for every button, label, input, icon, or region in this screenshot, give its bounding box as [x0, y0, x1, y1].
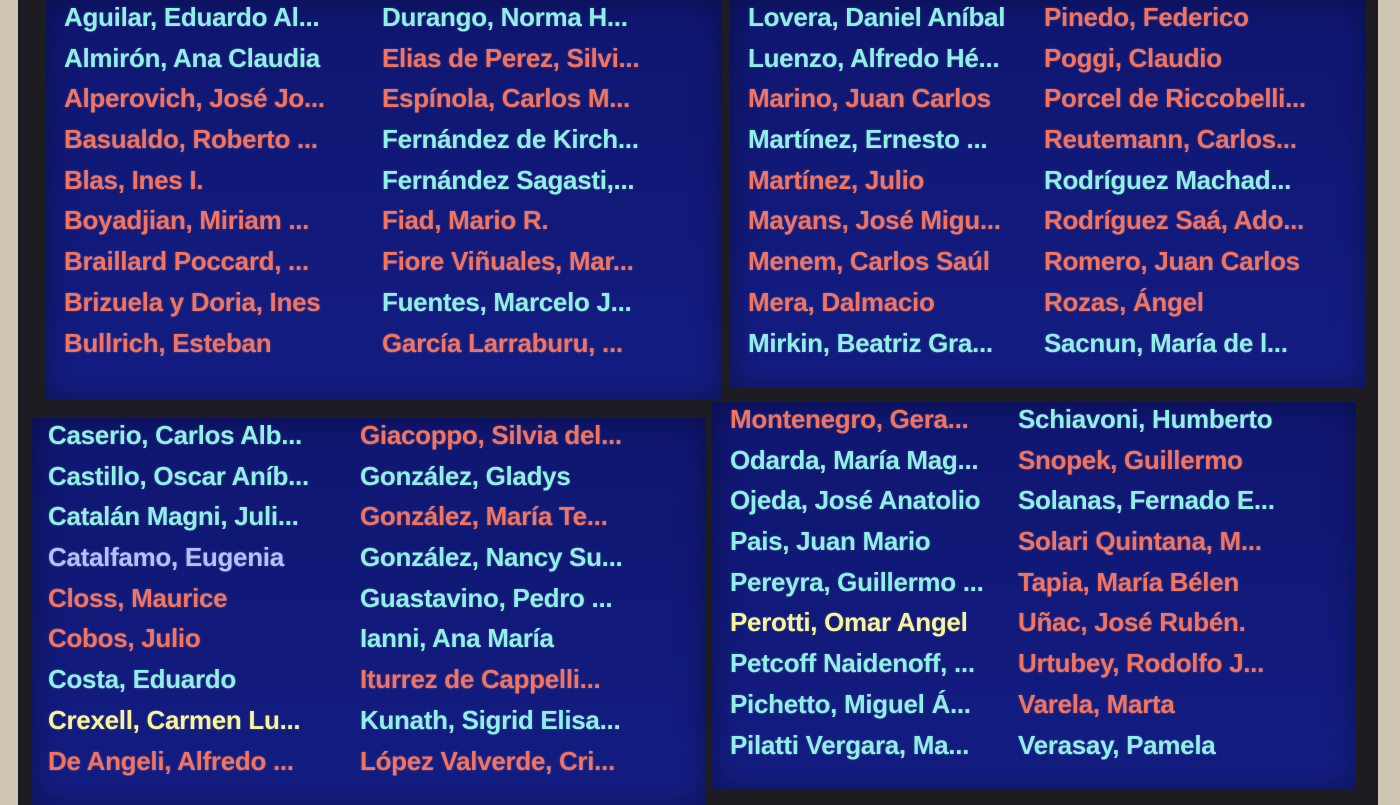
senator-name: Mirkin, Beatriz Gra...: [748, 327, 993, 358]
senator-name: Mera, Dalmacio: [748, 286, 935, 317]
senator-name: Basualdo, Roberto ...: [64, 124, 318, 155]
senator-name: Urtubey, Rodolfo J...: [1018, 648, 1264, 679]
screen-panel: Montenegro, Gera... Odarda, María Mag... O…: [712, 402, 1356, 790]
senator-name: Odarda, María Mag...: [730, 444, 979, 475]
senator-name: Fernández de Kirch...: [382, 124, 639, 155]
senator-name: De Angeli, Alfredo ...: [48, 745, 294, 776]
screen-panel: Aguilar, Eduardo Al... Almirón, Ana Claud…: [46, 0, 722, 400]
senator-name: Iturrez de Cappelli...: [360, 664, 601, 695]
senator-name: Marino, Juan Carlos: [748, 83, 991, 114]
senator-name: Catalfamo, Eugenia: [48, 542, 284, 573]
senator-name: Alperovich, José Jo...: [64, 83, 325, 114]
senator-name: Aguilar, Eduardo Al...: [64, 2, 320, 32]
senator-name: Bullrich, Esteban: [64, 327, 272, 358]
senator-name: Romero, Juan Carlos: [1044, 246, 1300, 277]
screen-panel: Caserio, Carlos Alb... Castillo, Oscar An…: [32, 418, 706, 805]
senator-name: Closs, Maurice: [48, 582, 228, 613]
senator-name: Costa, Eduardo: [48, 664, 236, 695]
senator-name: Verasay, Pamela: [1018, 729, 1216, 760]
senator-name: Almirón, Ana Claudia: [64, 42, 320, 73]
name-column: Aguilar, Eduardo Al... Almirón, Ana Claud…: [64, 0, 325, 363]
senator-name: Montenegro, Gera...: [730, 404, 969, 434]
name-column: Durango, Norma H... Elias de Perez, Silvi…: [382, 0, 640, 363]
senator-name: Cobos, Julio: [48, 623, 201, 654]
senator-name: Schiavoni, Humberto: [1018, 404, 1273, 434]
senator-name: López Valverde, Cri...: [360, 745, 615, 776]
senator-name: Porcel de Riccobelli...: [1044, 83, 1306, 114]
senator-name: Durango, Norma H...: [382, 2, 628, 32]
senator-name: Brizuela y Doria, Ines: [64, 286, 321, 317]
senator-name: Rodríguez Machad...: [1044, 164, 1292, 195]
senator-name: Luenzo, Alfredo Hé...: [748, 42, 1000, 73]
senator-name: Ojeda, José Anatolio: [730, 485, 981, 516]
name-column: Montenegro, Gera... Odarda, María Mag... O…: [730, 399, 984, 765]
screen-panel: Lovera, Daniel Aníbal Luenzo, Alfredo Hé.…: [730, 0, 1366, 388]
senator-name: Pais, Juan Mario: [730, 526, 931, 557]
senator-name: Varela, Marta: [1018, 688, 1175, 719]
senator-name: Rodríguez Saá, Ado...: [1044, 205, 1304, 236]
senator-name: Solanas, Fernado E...: [1018, 485, 1275, 516]
senator-name: Fiad, Mario R.: [382, 205, 549, 236]
senator-name: Blas, Ines I.: [64, 164, 204, 195]
senator-name: Castillo, Oscar Aníb...: [48, 460, 309, 491]
senator-name: Mayans, José Migu...: [748, 205, 1001, 236]
senator-name: Espínola, Carlos M...: [382, 83, 630, 114]
senator-name: González, María Te...: [360, 501, 608, 532]
senator-name: Ianni, Ana María: [360, 623, 554, 654]
senator-name: Kunath, Sigrid Elisa...: [360, 704, 621, 735]
senator-name: Catalán Magni, Juli...: [48, 501, 299, 532]
senator-name: Crexell, Carmen Lu...: [48, 704, 301, 735]
name-column: Caserio, Carlos Alb... Castillo, Oscar An…: [48, 415, 309, 781]
senator-name: Fernández Sagasti,...: [382, 164, 635, 195]
senator-name: Pichetto, Miguel Á...: [730, 688, 971, 719]
name-column: Giacoppo, Silvia del... González, Gladys G…: [360, 415, 623, 781]
senator-name: Boyadjian, Miriam ...: [64, 205, 310, 236]
senator-name: Perotti, Omar Angel: [730, 607, 968, 638]
senator-name: Caserio, Carlos Alb...: [48, 420, 302, 450]
senator-name: González, Nancy Su...: [360, 542, 623, 573]
senator-name: Petcoff Naidenoff, ...: [730, 648, 975, 679]
name-column: Lovera, Daniel Aníbal Luenzo, Alfredo Hé.…: [748, 0, 1005, 363]
senator-name: Pereyra, Guillermo ...: [730, 566, 984, 597]
senator-name: Braillard Poccard, ...: [64, 246, 309, 277]
senator-name: Snopek, Guillermo: [1018, 444, 1243, 475]
senator-name: Reutemann, Carlos...: [1044, 124, 1297, 155]
senator-name: Guastavino, Pedro ...: [360, 582, 613, 613]
senator-name: Elias de Perez, Silvi...: [382, 42, 640, 73]
senator-name: García Larraburu, ...: [382, 327, 623, 358]
senator-name: Pilatti Vergara, Ma...: [730, 729, 970, 760]
senator-name: González, Gladys: [360, 460, 571, 491]
senator-name: Solari Quintana, M...: [1018, 526, 1262, 557]
name-column: Schiavoni, Humberto Snopek, Guillermo Sola…: [1018, 399, 1275, 765]
senator-name: Menem, Carlos Saúl: [748, 246, 990, 277]
senator-name: Martínez, Ernesto ...: [748, 124, 988, 155]
senator-name: Pinedo, Federico: [1044, 2, 1249, 32]
senator-name: Rozas, Ángel: [1044, 286, 1204, 317]
senator-name: Sacnun, María de l...: [1044, 327, 1288, 358]
senator-name: Giacoppo, Silvia del...: [360, 420, 622, 450]
senator-name: Poggi, Claudio: [1044, 42, 1222, 73]
senator-name: Tapia, María Bélen: [1018, 566, 1239, 597]
name-column: Pinedo, Federico Poggi, Claudio Porcel de …: [1044, 0, 1306, 363]
senator-name: Fiore Viñuales, Mar...: [382, 246, 634, 277]
senator-name: Uñac, José Rubén.: [1018, 607, 1246, 638]
senator-name: Fuentes, Marcelo J...: [382, 286, 632, 317]
senator-name: Lovera, Daniel Aníbal: [748, 2, 1006, 32]
senator-name: Martínez, Julio: [748, 164, 925, 195]
